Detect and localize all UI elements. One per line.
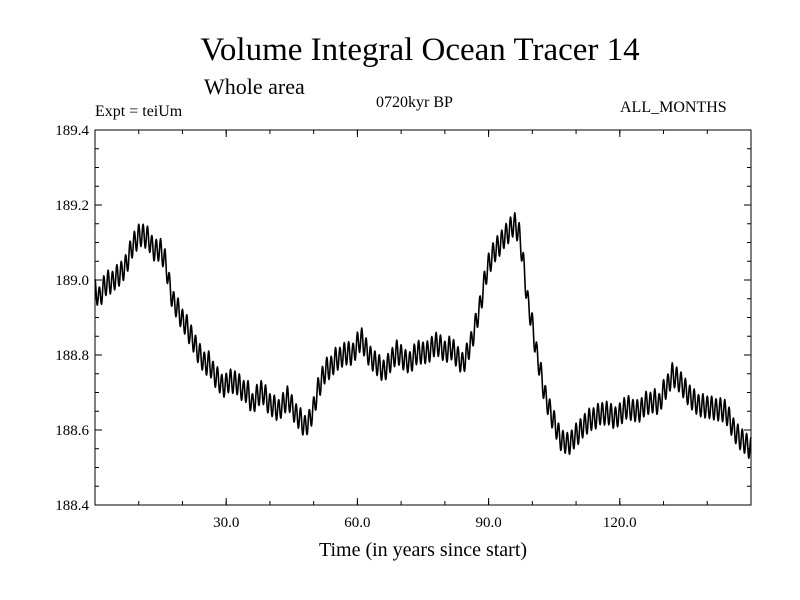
experiment-label: Expt = teiUm: [95, 103, 183, 120]
axis-ticks: [95, 129, 751, 506]
x-tick-label: 30.0: [213, 515, 239, 531]
x-tick-label: 120.0: [603, 515, 637, 531]
x-tick-label: 60.0: [344, 515, 370, 531]
series-line: [94, 211, 752, 459]
y-tick-label: 189.0: [55, 273, 89, 289]
x-tick-labels: 30.0 60.0 90.0 120.0: [213, 515, 637, 531]
chart-title: Volume Integral Ocean Tracer 14: [200, 32, 640, 68]
y-tick-label: 188.6: [55, 423, 89, 439]
y-tick-label: 188.8: [55, 348, 89, 364]
y-tick-label: 189.4: [55, 123, 89, 139]
y-tick-label: 189.2: [55, 198, 89, 214]
plot-frame: [94, 129, 752, 506]
chart-subtitle: Whole area: [204, 74, 305, 99]
months-label: ALL_MONTHS: [620, 99, 727, 116]
y-tick-labels: 188.4 188.6 188.8 189.0 189.2 189.4: [55, 123, 89, 514]
x-axis-label: Time (in years since start): [318, 539, 528, 561]
period-label: 0720kyr BP: [376, 94, 453, 111]
y-tick-label: 188.4: [55, 498, 89, 514]
x-tick-label: 90.0: [475, 515, 501, 531]
